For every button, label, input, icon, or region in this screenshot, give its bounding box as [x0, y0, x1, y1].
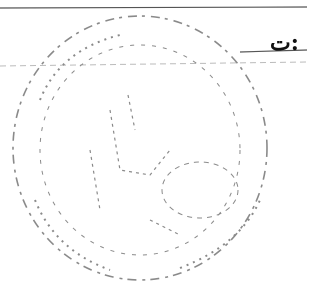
- page-body: ت: (() => { const data = JSON.parse(docu…: [0, 0, 307, 308]
- fragment-label: ت:: [270, 30, 299, 56]
- scan: ت:: [0, 0, 307, 308]
- page: Scanned seal {"fragment": {"label": "ت:"…: [0, 0, 320, 308]
